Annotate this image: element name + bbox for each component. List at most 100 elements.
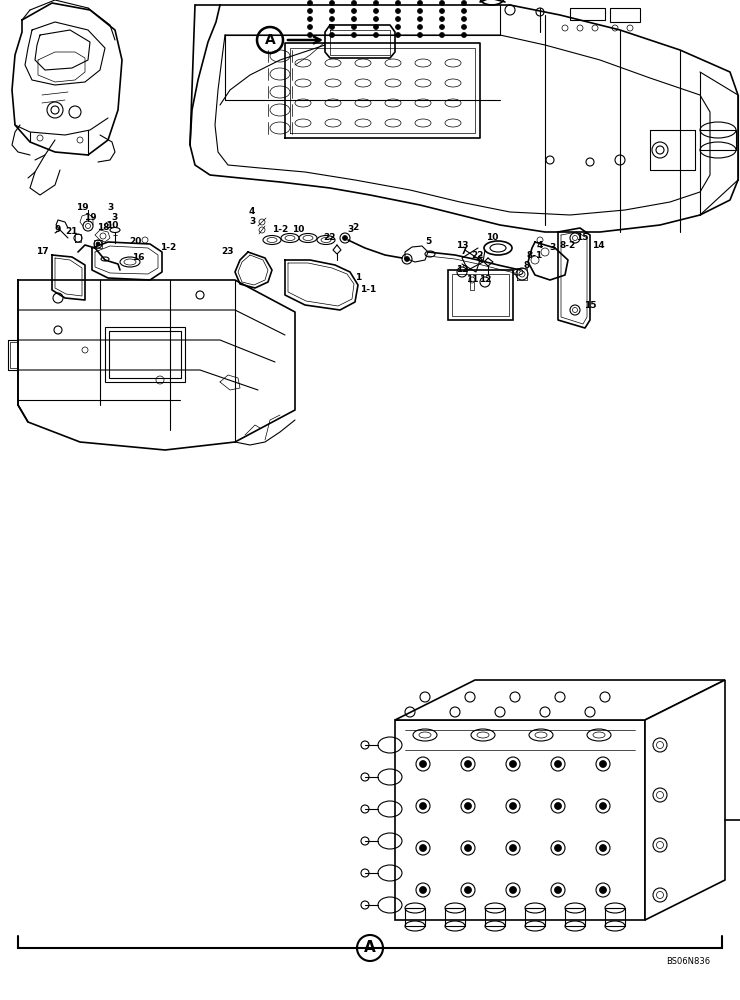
- Circle shape: [374, 24, 378, 29]
- Circle shape: [343, 235, 348, 240]
- Bar: [610, 8, 640, 22]
- Circle shape: [417, 16, 423, 21]
- Circle shape: [417, 8, 423, 13]
- Circle shape: [308, 16, 312, 21]
- Text: 12: 12: [456, 265, 468, 274]
- Circle shape: [462, 24, 466, 29]
- Circle shape: [599, 844, 607, 852]
- Circle shape: [462, 8, 466, 13]
- Text: 1-2: 1-2: [160, 243, 176, 252]
- Text: 14: 14: [592, 240, 605, 249]
- Text: 22: 22: [472, 250, 484, 259]
- Circle shape: [510, 802, 517, 810]
- Circle shape: [554, 886, 562, 894]
- Text: 12: 12: [479, 275, 491, 284]
- Text: 10: 10: [106, 221, 118, 230]
- Text: 6: 6: [477, 255, 483, 264]
- Text: 3: 3: [112, 213, 118, 222]
- Circle shape: [440, 24, 445, 29]
- Circle shape: [465, 760, 471, 768]
- Circle shape: [599, 760, 607, 768]
- Bar: [525, 908, 545, 926]
- Circle shape: [308, 24, 312, 29]
- Text: 17: 17: [36, 247, 48, 256]
- Text: 19: 19: [84, 213, 96, 222]
- Bar: [570, 8, 605, 20]
- Text: 20: 20: [129, 237, 141, 246]
- Circle shape: [329, 8, 334, 13]
- Circle shape: [395, 24, 400, 29]
- Text: 8: 8: [524, 261, 530, 270]
- Circle shape: [462, 0, 466, 5]
- Text: 3: 3: [549, 243, 555, 252]
- Circle shape: [554, 802, 562, 810]
- Circle shape: [352, 32, 357, 37]
- Text: BS06N836: BS06N836: [666, 958, 710, 966]
- Circle shape: [599, 802, 607, 810]
- Circle shape: [352, 16, 357, 21]
- Circle shape: [405, 256, 409, 261]
- Text: 21: 21: [66, 228, 78, 236]
- Text: 5: 5: [425, 237, 431, 246]
- Circle shape: [554, 760, 562, 768]
- Circle shape: [465, 802, 471, 810]
- Circle shape: [440, 16, 445, 21]
- Text: 15: 15: [584, 300, 596, 310]
- Text: 11: 11: [465, 275, 478, 284]
- Circle shape: [352, 0, 357, 5]
- Circle shape: [599, 886, 607, 894]
- Text: 23: 23: [222, 247, 235, 256]
- Circle shape: [352, 8, 357, 13]
- Circle shape: [462, 16, 466, 21]
- Text: 1: 1: [355, 273, 361, 282]
- Text: 4: 4: [536, 240, 543, 249]
- Circle shape: [510, 886, 517, 894]
- Circle shape: [417, 24, 423, 29]
- Text: 8-1: 8-1: [527, 250, 543, 259]
- Circle shape: [420, 886, 426, 894]
- Text: 22: 22: [324, 233, 336, 242]
- Circle shape: [308, 32, 312, 37]
- Text: 3: 3: [347, 226, 353, 234]
- Text: A: A: [265, 33, 275, 47]
- Text: 19: 19: [75, 202, 88, 212]
- Circle shape: [510, 844, 517, 852]
- Circle shape: [329, 24, 334, 29]
- Text: 10: 10: [486, 233, 498, 242]
- Circle shape: [462, 32, 466, 37]
- Circle shape: [465, 886, 471, 894]
- Circle shape: [329, 32, 334, 37]
- Text: 15: 15: [576, 233, 588, 242]
- Circle shape: [420, 844, 426, 852]
- Circle shape: [395, 0, 400, 5]
- Circle shape: [329, 16, 334, 21]
- Bar: [109, 331, 181, 378]
- Polygon shape: [395, 680, 725, 720]
- Bar: [448, 270, 513, 320]
- Circle shape: [395, 8, 400, 13]
- Circle shape: [395, 32, 400, 37]
- Polygon shape: [645, 680, 725, 920]
- Text: A: A: [364, 940, 376, 956]
- Bar: [445, 908, 465, 926]
- Circle shape: [308, 0, 312, 5]
- Text: 10: 10: [292, 226, 304, 234]
- Text: 7: 7: [461, 247, 467, 256]
- Text: 3: 3: [107, 204, 113, 213]
- Polygon shape: [395, 720, 645, 920]
- Bar: [105, 327, 185, 382]
- Circle shape: [554, 844, 562, 852]
- Text: 4: 4: [249, 208, 255, 217]
- Circle shape: [440, 0, 445, 5]
- Text: 16: 16: [132, 253, 144, 262]
- Circle shape: [96, 242, 100, 246]
- Bar: [605, 908, 625, 926]
- Circle shape: [420, 760, 426, 768]
- Circle shape: [329, 0, 334, 5]
- Circle shape: [440, 8, 445, 13]
- Circle shape: [417, 0, 423, 5]
- Circle shape: [510, 760, 517, 768]
- Circle shape: [308, 8, 312, 13]
- Circle shape: [374, 16, 378, 21]
- Bar: [405, 908, 425, 926]
